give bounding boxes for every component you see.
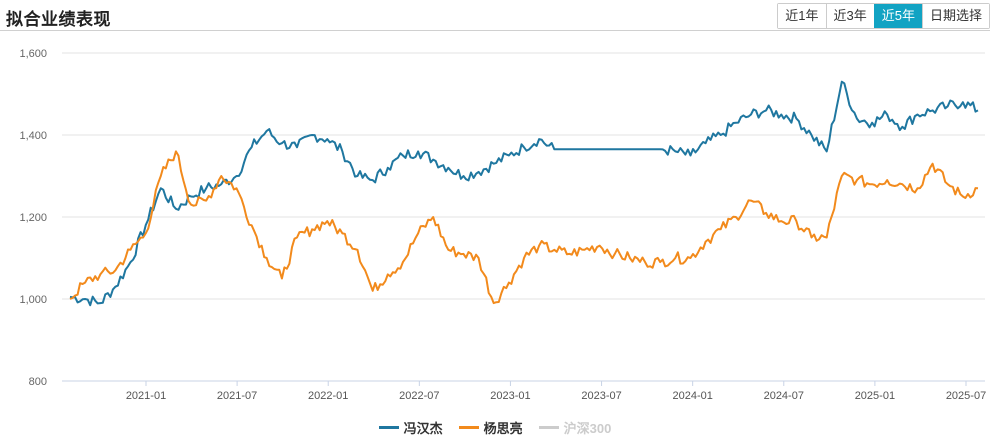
header-divider	[0, 30, 990, 31]
legend-label: 冯汉杰	[403, 421, 443, 436]
range-3y-button[interactable]: 近3年	[825, 4, 874, 28]
svg-text:2025-01: 2025-01	[855, 390, 895, 402]
legend-label: 杨思亮	[483, 421, 523, 436]
chart-legend: 冯汉杰 杨思亮 沪深300	[0, 418, 990, 437]
legend-item-hs300[interactable]: 沪深300	[538, 418, 612, 437]
legend-swatch-icon	[538, 426, 559, 429]
svg-text:1,000: 1,000	[19, 294, 47, 306]
svg-text:1,200: 1,200	[19, 212, 47, 224]
series-lines	[69, 80, 979, 307]
svg-text:2024-07: 2024-07	[764, 390, 804, 402]
legend-label: 沪深300	[563, 421, 612, 436]
svg-text:2021-07: 2021-07	[217, 390, 257, 402]
page-title: 拟合业绩表现	[6, 10, 111, 29]
range-5y-button[interactable]: 近5年	[873, 4, 922, 28]
svg-text:2023-01: 2023-01	[490, 390, 530, 402]
range-1y-button[interactable]: 近1年	[778, 4, 826, 28]
svg-text:2021-01: 2021-01	[126, 390, 166, 402]
svg-text:1,400: 1,400	[19, 130, 47, 142]
legend-item-fenghanjie[interactable]: 冯汉杰	[378, 418, 443, 437]
legend-swatch-icon	[458, 426, 479, 429]
svg-text:800: 800	[29, 376, 47, 388]
svg-text:2025-07: 2025-07	[946, 390, 986, 402]
svg-text:2022-01: 2022-01	[308, 390, 348, 402]
svg-text:2022-07: 2022-07	[399, 390, 439, 402]
svg-text:2023-07: 2023-07	[581, 390, 621, 402]
date-picker-button[interactable]: 日期选择	[921, 4, 989, 28]
y-axis-labels: 800 1,000 1,200 1,400 1,600	[19, 48, 47, 388]
legend-swatch-icon	[378, 426, 399, 429]
range-selector: 近1年 近3年 近5年 日期选择	[777, 3, 990, 29]
x-axis: 2021-01 2021-07 2022-01 2022-07 2023-01 2023-…	[126, 381, 986, 402]
svg-text:2024-01: 2024-01	[672, 390, 712, 402]
legend-item-yangsiliang[interactable]: 杨思亮	[458, 418, 523, 437]
svg-text:1,600: 1,600	[19, 48, 47, 60]
y-gridlines	[62, 52, 985, 382]
